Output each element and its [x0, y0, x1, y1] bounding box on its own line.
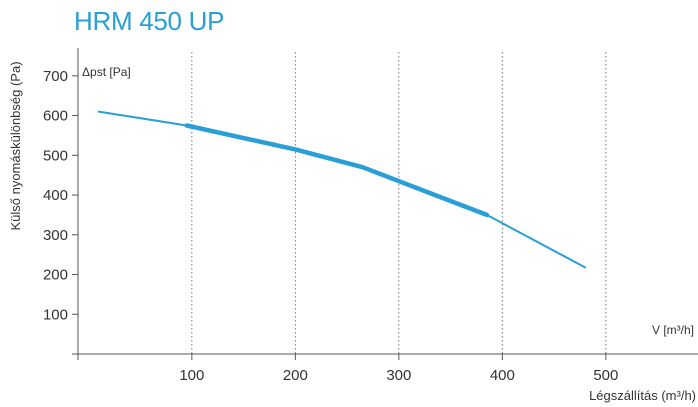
- x-tick-label: 100: [179, 367, 204, 384]
- y-tick-label: 500: [43, 147, 68, 164]
- data-point: [294, 148, 297, 151]
- y-tick-label: 300: [43, 227, 68, 244]
- chart-title: HRM 450 UP: [74, 6, 225, 36]
- y-tick-label: 700: [43, 68, 68, 85]
- data-point: [418, 188, 421, 190]
- x-inner-label: V [m³/h]: [652, 323, 694, 337]
- y-tick-label: 100: [43, 306, 68, 323]
- x-axis-label: Légszállítás (m³/h): [589, 388, 696, 403]
- y-tick-label: 400: [43, 187, 68, 204]
- data-point: [97, 110, 100, 113]
- series-line-band: [184, 123, 490, 218]
- y-tick-label: 200: [43, 267, 68, 284]
- axes: [72, 48, 698, 360]
- x-tick-label: 200: [283, 367, 308, 384]
- y-tick-label: 600: [43, 108, 68, 125]
- ticks: 100 200 300 400 500 600 700 100 200 300 400 500: [43, 68, 618, 384]
- series-line: [97, 110, 587, 269]
- y-inner-label: Δpst [Pa]: [82, 65, 131, 79]
- x-tick-label: 500: [593, 367, 618, 384]
- data-point: [361, 166, 364, 169]
- series: [97, 110, 587, 269]
- grid: [191, 52, 607, 354]
- y-axis-label: Külső nyomáskülönbség (Pa): [8, 61, 23, 230]
- x-tick-label: 300: [386, 367, 411, 384]
- data-point: [185, 124, 188, 127]
- data-point: [486, 214, 488, 216]
- data-point: [584, 266, 586, 269]
- x-tick-label: 400: [490, 367, 515, 384]
